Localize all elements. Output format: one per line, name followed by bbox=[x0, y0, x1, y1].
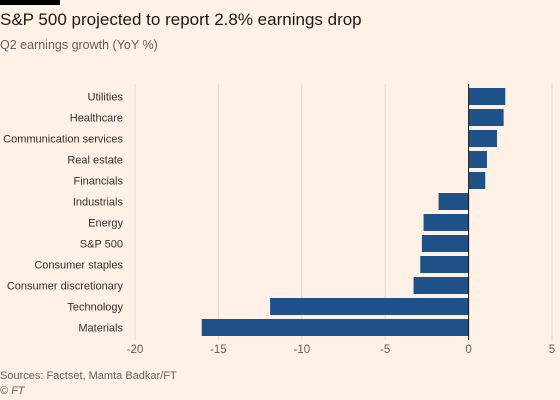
bar-consumer-discretionary bbox=[413, 277, 469, 294]
x-tick-label: 0 bbox=[465, 344, 471, 356]
x-tick-label: -20 bbox=[127, 344, 144, 356]
category-label: Technology bbox=[67, 302, 123, 314]
category-label: Healthcare bbox=[70, 113, 123, 125]
category-label: Materials bbox=[78, 323, 123, 335]
bar-financials bbox=[468, 172, 486, 189]
bar-consumer-staples bbox=[420, 256, 469, 273]
category-label: Energy bbox=[88, 218, 123, 230]
bar-materials bbox=[201, 319, 469, 336]
x-tick-label: 5 bbox=[549, 344, 555, 356]
bar-technology bbox=[270, 298, 469, 315]
chart-title: S&P 500 projected to report 2.8% earning… bbox=[0, 10, 362, 29]
copyright-credit: © FT bbox=[0, 385, 25, 397]
bar-healthcare bbox=[468, 109, 504, 126]
category-label: Consumer discretionary bbox=[7, 281, 124, 293]
category-label: Financials bbox=[73, 176, 123, 188]
bar-s-p-500 bbox=[421, 235, 469, 252]
chart-subtitle: Q2 earnings growth (YoY %) bbox=[0, 38, 158, 52]
x-tick-label: -5 bbox=[380, 344, 390, 356]
bar-energy bbox=[423, 214, 469, 231]
category-label: Communication services bbox=[3, 134, 123, 146]
bar-utilities bbox=[468, 88, 506, 105]
x-tick-label: -10 bbox=[293, 344, 310, 356]
category-label: S&P 500 bbox=[80, 239, 123, 251]
bar-real-estate bbox=[468, 151, 487, 168]
source-note: Sources: Factset, Mamta Badkar/FT bbox=[0, 370, 177, 382]
brand-bar bbox=[0, 0, 60, 5]
category-label: Real estate bbox=[67, 155, 123, 167]
x-tick-label: -15 bbox=[210, 344, 227, 356]
bar-communication-services bbox=[468, 130, 497, 147]
bar-industrials bbox=[438, 193, 469, 210]
category-label: Utilities bbox=[88, 92, 124, 104]
category-label: Industrials bbox=[73, 197, 124, 209]
category-label: Consumer staples bbox=[34, 260, 123, 272]
